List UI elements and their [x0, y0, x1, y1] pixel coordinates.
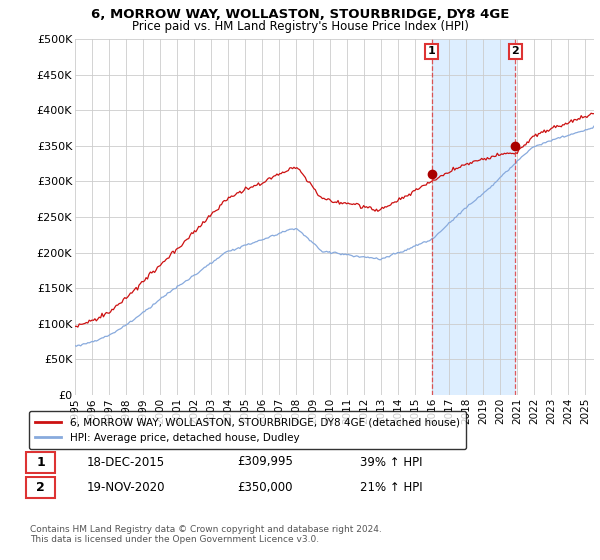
Text: Price paid vs. HM Land Registry's House Price Index (HPI): Price paid vs. HM Land Registry's House …	[131, 20, 469, 32]
Legend: 6, MORROW WAY, WOLLASTON, STOURBRIDGE, DY8 4GE (detached house), HPI: Average pr: 6, MORROW WAY, WOLLASTON, STOURBRIDGE, D…	[29, 411, 466, 449]
Bar	[431, 39, 515, 395]
Text: £350,000: £350,000	[237, 480, 293, 494]
FancyBboxPatch shape	[26, 452, 55, 473]
Text: 6, MORROW WAY, WOLLASTON, STOURBRIDGE, DY8 4GE: 6, MORROW WAY, WOLLASTON, STOURBRIDGE, D…	[91, 8, 509, 21]
Text: 21% ↑ HPI: 21% ↑ HPI	[360, 480, 422, 494]
Text: 1: 1	[428, 46, 436, 57]
Text: 19-NOV-2020: 19-NOV-2020	[87, 480, 166, 494]
Text: 18-DEC-2015: 18-DEC-2015	[87, 455, 165, 469]
Text: 2: 2	[512, 46, 519, 57]
Text: 1: 1	[36, 456, 45, 469]
Text: 2: 2	[36, 481, 45, 494]
FancyBboxPatch shape	[26, 477, 55, 498]
Text: Contains HM Land Registry data © Crown copyright and database right 2024.
This d: Contains HM Land Registry data © Crown c…	[30, 525, 382, 544]
Text: £309,995: £309,995	[237, 455, 293, 469]
Text: 39% ↑ HPI: 39% ↑ HPI	[360, 455, 422, 469]
